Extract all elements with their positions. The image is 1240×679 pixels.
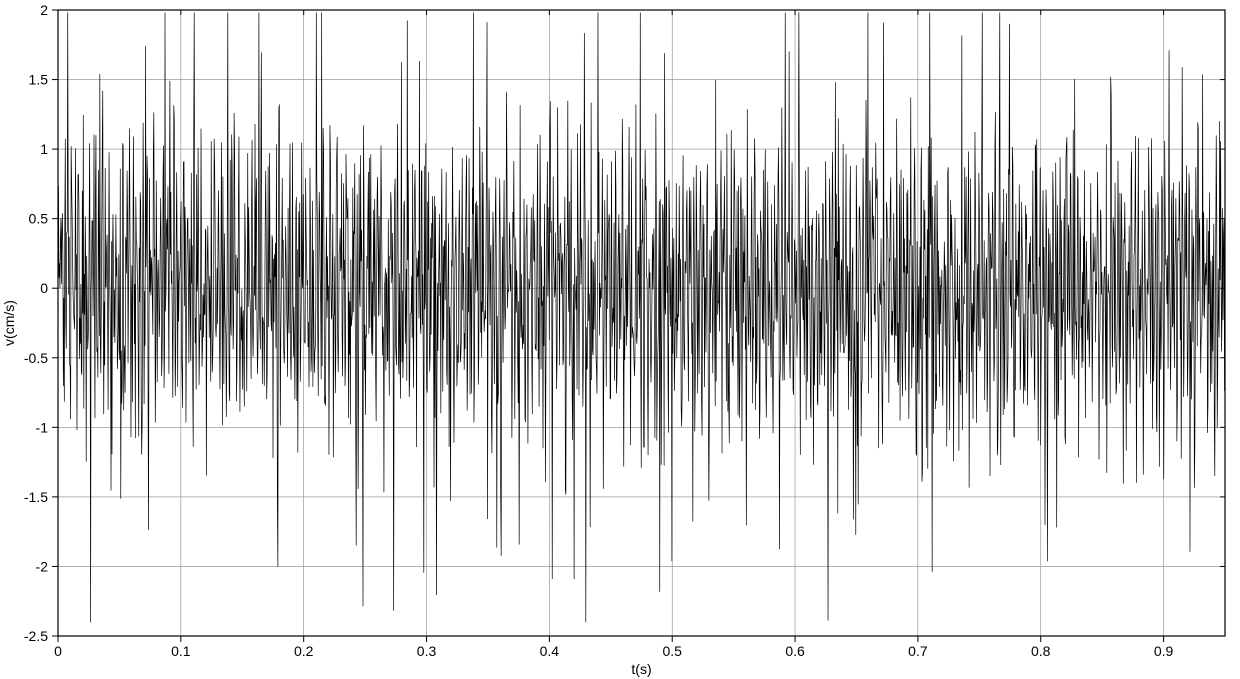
x-tick-label: 0 bbox=[54, 643, 62, 659]
y-tick-label: -2 bbox=[36, 558, 49, 574]
chart-svg: 0 0.1 0.2 0.3 0.4 0.5 0.6 0.7 0.8 0.9 -2.5 -2 -1.5 -1… bbox=[0, 0, 1240, 679]
y-tick-label: 2 bbox=[40, 2, 48, 18]
y-tick-label: -2.5 bbox=[24, 628, 48, 644]
x-tick-label: 0.8 bbox=[1031, 643, 1051, 659]
x-tick-label: 0.2 bbox=[294, 643, 314, 659]
y-tick-label: 1 bbox=[40, 141, 48, 157]
x-tick-label: 0.6 bbox=[785, 643, 805, 659]
y-tick-label: -0.5 bbox=[24, 350, 48, 366]
waveform-chart: 0 0.1 0.2 0.3 0.4 0.5 0.6 0.7 0.8 0.9 -2.5 -2 -1.5 -1… bbox=[0, 0, 1240, 679]
x-tick-label: 0.4 bbox=[540, 643, 560, 659]
y-axis-title: v(cm/s) bbox=[1, 300, 17, 346]
y-tick-label: 0.5 bbox=[29, 211, 49, 227]
x-axis-title: t(s) bbox=[631, 661, 651, 677]
x-tick-label: 0.7 bbox=[908, 643, 928, 659]
y-tick-label: 0 bbox=[40, 280, 48, 296]
x-tick-label: 0.5 bbox=[662, 643, 682, 659]
y-tick-label: -1.5 bbox=[24, 489, 48, 505]
y-tick-label: 1.5 bbox=[29, 72, 49, 88]
x-tick-label: 0.1 bbox=[171, 643, 191, 659]
y-tick-label: -1 bbox=[36, 419, 49, 435]
x-tick-label: 0.9 bbox=[1154, 643, 1174, 659]
x-tick-label: 0.3 bbox=[417, 643, 437, 659]
